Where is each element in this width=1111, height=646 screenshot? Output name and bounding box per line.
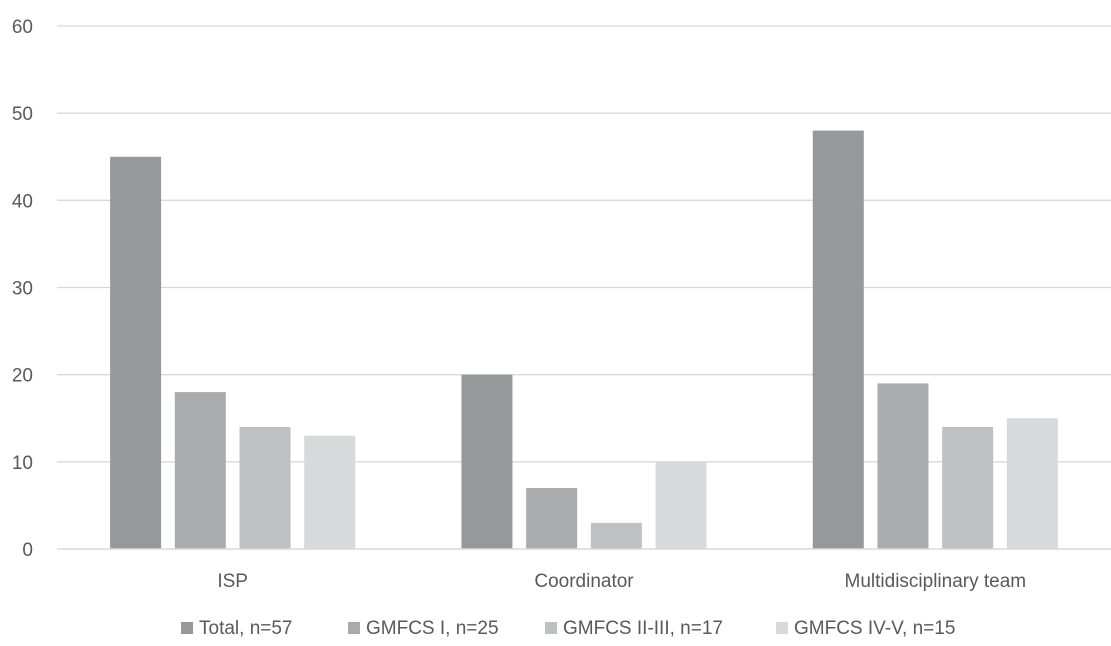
legend-swatch	[776, 622, 788, 634]
bar-coordinator-series-4	[655, 461, 707, 549]
category-label: Multidisciplinary team	[845, 571, 1027, 592]
y-axis-tick-labels: 0 10 20 30 40 50 60	[12, 17, 33, 561]
category-label: Coordinator	[534, 571, 634, 592]
bar-multidisciplinary-team-series-2	[877, 383, 929, 549]
legend-label: GMFCS I, n=25	[366, 618, 499, 639]
legend-swatch	[348, 622, 360, 634]
category-labels: ISP Coordinator Multidisciplinary team	[217, 571, 1026, 592]
bar-multidisciplinary-team-series-3	[942, 426, 994, 549]
legend-label: Total, n=57	[199, 618, 293, 639]
legend-label: GMFCS IV-V, n=15	[794, 618, 955, 639]
bar-isp-series-3	[239, 426, 291, 549]
bar-coordinator-series-3	[590, 522, 642, 549]
y-tick-label: 60	[12, 17, 33, 38]
legend: Total, n=57 GMFCS I, n=25 GMFCS II-III, n=…	[181, 618, 955, 639]
y-tick-label: 10	[12, 453, 33, 474]
legend-swatch	[181, 622, 193, 634]
legend-label: GMFCS II-III, n=17	[563, 618, 723, 639]
y-tick-label: 20	[12, 366, 33, 387]
category-label: ISP	[217, 571, 248, 592]
bar-isp-series-1	[110, 156, 162, 549]
y-tick-label: 40	[12, 191, 33, 212]
bars	[110, 130, 1058, 549]
gridlines	[57, 25, 1111, 463]
y-tick-label: 30	[12, 279, 33, 300]
bar-multidisciplinary-team-series-4	[1006, 418, 1058, 549]
bar-multidisciplinary-team-series-1	[812, 130, 864, 549]
bar-isp-series-4	[304, 435, 356, 549]
legend-swatch	[545, 622, 557, 634]
bar-coordinator-series-1	[461, 374, 513, 549]
y-tick-label: 50	[12, 104, 33, 125]
bar-isp-series-2	[174, 392, 226, 549]
bar-coordinator-series-2	[526, 487, 578, 549]
y-tick-label: 0	[22, 540, 33, 561]
